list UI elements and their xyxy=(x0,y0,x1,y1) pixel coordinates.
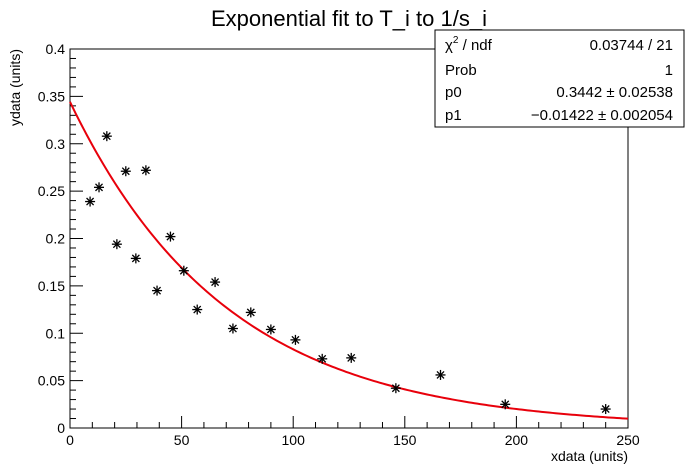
y-axis-ticks: 0 0.05 0.1 0.15 0.2 0.25 0.3 0.35 0.4 xyxy=(38,41,83,436)
stats-row-label: χ2 / ndf xyxy=(445,35,493,54)
fit-curve xyxy=(69,101,629,420)
data-points xyxy=(85,131,611,415)
y-tick-label: 0.1 xyxy=(46,325,66,341)
data-point xyxy=(130,253,141,264)
stats-row-label: Prob xyxy=(445,62,477,79)
data-point xyxy=(435,369,446,380)
data-point xyxy=(245,307,256,318)
x-tick-label: 150 xyxy=(393,432,417,448)
data-point xyxy=(500,399,511,410)
x-tick-label: 100 xyxy=(282,432,306,448)
y-tick-label: 0.15 xyxy=(38,278,65,294)
data-point xyxy=(101,131,112,142)
y-tick-label: 0.25 xyxy=(38,183,65,199)
y-tick-label: 0.3 xyxy=(46,136,66,152)
data-point xyxy=(346,352,357,363)
data-point xyxy=(111,239,122,250)
data-point xyxy=(317,353,328,364)
data-point xyxy=(165,231,176,242)
data-point xyxy=(290,334,301,345)
x-tick-label: 200 xyxy=(505,432,529,448)
stats-row-label: p0 xyxy=(445,84,462,101)
x-tick-label: 50 xyxy=(174,432,190,448)
stats-row-value: 1 xyxy=(665,62,673,79)
data-point xyxy=(390,383,401,394)
data-point xyxy=(210,277,221,288)
data-point xyxy=(152,285,163,296)
y-axis-label: ydata (units) xyxy=(7,49,23,126)
data-point xyxy=(85,196,96,207)
data-point xyxy=(140,165,151,176)
x-axis-label: xdata (units) xyxy=(551,448,628,464)
data-point xyxy=(94,182,105,193)
y-tick-label: 0.2 xyxy=(46,231,66,247)
data-point xyxy=(600,404,611,415)
y-tick-label: 0.4 xyxy=(46,41,66,57)
data-point xyxy=(265,324,276,335)
data-point xyxy=(227,323,238,334)
stats-row-value: −0.01422 ± 0.002054 xyxy=(531,107,673,124)
stats-row-value: 0.03744 / 21 xyxy=(590,37,673,54)
fit-stats-box: χ2 / ndf 0.03744 / 21 Prob 1 p0 0.3442 ± 0.02… xyxy=(434,29,685,128)
y-tick-label: 0.35 xyxy=(38,88,65,104)
data-point xyxy=(178,265,189,276)
data-point xyxy=(192,304,203,315)
stats-row-label: p1 xyxy=(445,107,462,124)
x-axis-ticks: 0 50 100 150 200 250 xyxy=(66,416,640,448)
stats-row-value: 0.3442 ± 0.02538 xyxy=(556,84,673,101)
y-tick-label: 0.05 xyxy=(38,373,65,389)
data-point xyxy=(120,166,131,177)
y-tick-label: 0 xyxy=(57,420,65,436)
x-tick-label: 0 xyxy=(66,432,74,448)
chart-title: Exponential fit to T_i to 1/s_i xyxy=(211,6,487,31)
x-tick-label: 250 xyxy=(616,432,640,448)
